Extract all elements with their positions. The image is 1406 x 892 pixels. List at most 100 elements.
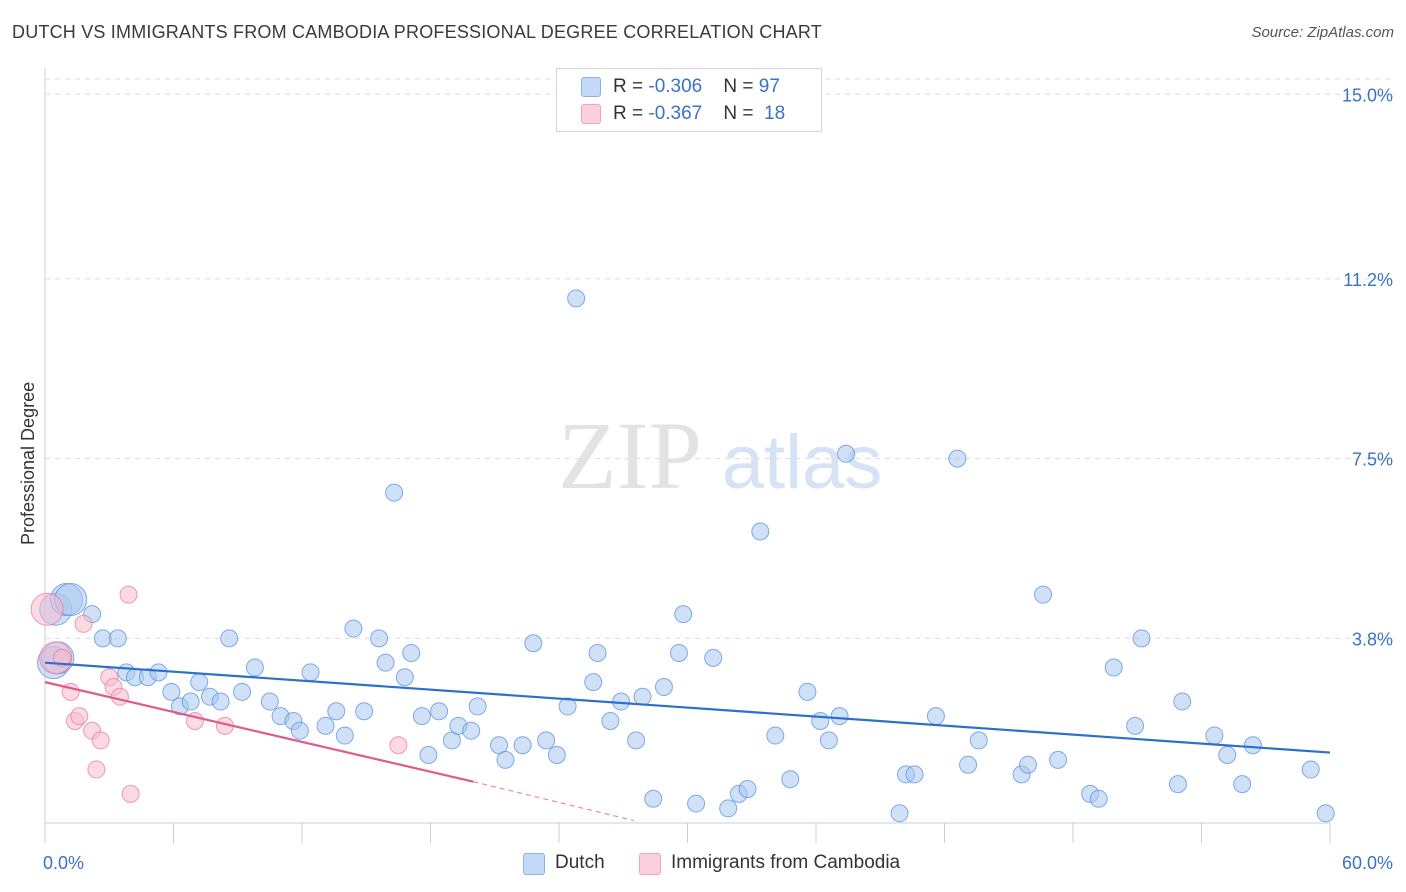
dutch-point xyxy=(355,702,374,721)
dutch-point xyxy=(704,648,723,667)
n-label: N = xyxy=(723,103,759,124)
dutch-point xyxy=(402,643,421,662)
dutch-point xyxy=(926,707,945,726)
dutch-point xyxy=(751,522,770,541)
n-value: 97 xyxy=(758,76,780,97)
dutch-point xyxy=(301,663,320,682)
dutch-swatch xyxy=(523,853,545,875)
dutch-point xyxy=(316,716,335,735)
dutch-point xyxy=(430,702,449,721)
dutch-point xyxy=(1168,775,1187,794)
legend-label: Dutch xyxy=(555,852,605,873)
dutch-point xyxy=(905,765,924,784)
dutch-point xyxy=(93,629,112,648)
tick-labels: 3.8% 7.5% 11.2% 15.0% 0.0% 60.0% xyxy=(43,85,1393,873)
dutch-point xyxy=(290,721,309,740)
dutch-point xyxy=(669,643,688,662)
y-axis-label-wrap: Professional Degree xyxy=(18,382,38,745)
dutch-point xyxy=(149,663,168,682)
dutch-point xyxy=(969,731,988,750)
trend-lines xyxy=(44,661,1331,822)
dutch-point xyxy=(584,673,603,692)
dutch-point xyxy=(567,289,586,308)
r-label: R = xyxy=(613,76,649,97)
cambodia-point xyxy=(110,687,129,706)
dutch-point xyxy=(738,779,757,798)
dutch-point xyxy=(1301,760,1320,779)
r-label: R = xyxy=(613,103,649,124)
cambodia-point xyxy=(389,736,408,755)
dutch-point xyxy=(781,770,800,789)
dutch-point xyxy=(959,755,978,774)
dutch-point xyxy=(948,449,967,468)
source-label: Source: ZipAtlas.com xyxy=(1251,24,1394,41)
dutch-point xyxy=(1173,692,1192,711)
y-tick-label: 7.5% xyxy=(1352,450,1393,470)
y-tick-label: 15.0% xyxy=(1342,85,1393,105)
dutch-point xyxy=(819,731,838,750)
dutch-point xyxy=(327,702,346,721)
cambodia-trend-extension xyxy=(473,781,635,822)
dutch-point xyxy=(162,682,181,701)
cambodia-point xyxy=(91,731,110,750)
n-label: N = xyxy=(723,76,759,97)
watermark: ZIP atlas xyxy=(558,402,882,509)
dutch-point xyxy=(588,643,607,662)
dutch-point xyxy=(654,677,673,696)
dutch-point xyxy=(1205,726,1224,745)
dutch-point xyxy=(233,682,252,701)
dutch-point xyxy=(211,692,230,711)
cambodia-point xyxy=(74,614,93,633)
cambodia-point xyxy=(53,648,72,667)
dutch-point xyxy=(836,444,855,463)
dutch-point xyxy=(1132,629,1151,648)
cambodia-swatch xyxy=(581,104,601,124)
dutch-point xyxy=(627,731,646,750)
dutch-point xyxy=(601,711,620,730)
cambodia-point xyxy=(119,585,138,604)
dutch-point xyxy=(462,721,481,740)
dutch-point xyxy=(558,697,577,716)
cambodia-point xyxy=(121,784,140,803)
dutch-point xyxy=(376,653,395,672)
dutch-point xyxy=(1126,716,1145,735)
dutch-point xyxy=(1233,775,1252,794)
dutch-point xyxy=(811,711,830,730)
dutch-point xyxy=(537,731,556,750)
dutch-point xyxy=(766,726,785,745)
x-tick-label: 60.0% xyxy=(1342,853,1393,873)
n-value: 18 xyxy=(764,103,786,124)
dutch-point xyxy=(370,629,389,648)
dutch-point xyxy=(674,605,693,624)
dutch-point xyxy=(719,799,738,818)
watermark-zip: ZIP xyxy=(558,402,702,509)
chart-title: DUTCH VS IMMIGRANTS FROM CAMBODIA PROFES… xyxy=(12,22,822,42)
dutch-point xyxy=(496,750,515,769)
r-value: -0.306 xyxy=(648,76,703,97)
y-tick-label: 11.2% xyxy=(1343,270,1393,290)
dutch-point xyxy=(344,619,363,638)
dutch-point xyxy=(245,658,264,677)
dutch-point xyxy=(1316,804,1335,823)
dutch-point xyxy=(1243,736,1262,755)
dutch-point xyxy=(830,707,849,726)
dutch-point xyxy=(181,692,200,711)
dutch-point xyxy=(1089,789,1108,808)
y-tick-label: 3.8% xyxy=(1352,629,1393,649)
dutch-point xyxy=(335,726,354,745)
cambodia-point xyxy=(30,592,64,626)
dutch-point xyxy=(644,789,663,808)
cambodia-point xyxy=(70,707,89,726)
cambodia-trend-line xyxy=(44,681,474,783)
dutch-point xyxy=(1049,750,1068,769)
cambodia-point xyxy=(87,760,106,779)
r-value: -0.367 xyxy=(648,103,703,124)
dutch-point xyxy=(1019,755,1038,774)
cambodia-swatch xyxy=(639,853,661,875)
dutch-point xyxy=(1104,658,1123,677)
dutch-point xyxy=(108,629,127,648)
dutch-point xyxy=(513,736,532,755)
dutch-point xyxy=(524,634,543,653)
dutch-point xyxy=(385,483,404,502)
